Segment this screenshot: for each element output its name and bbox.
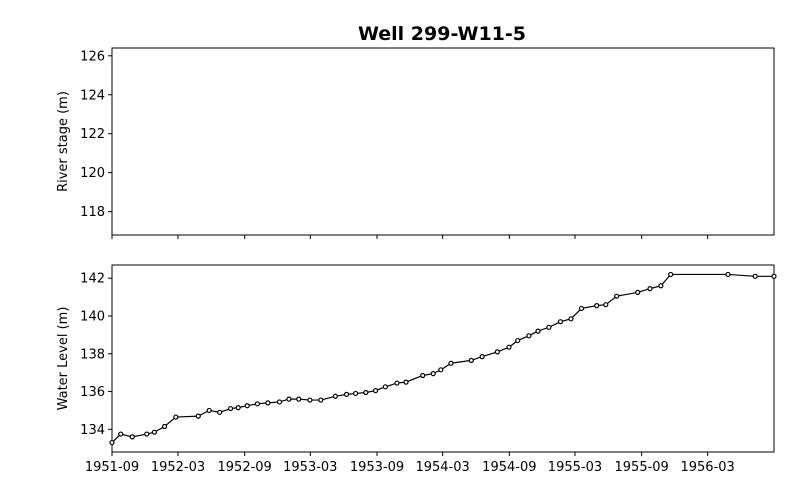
water-level-point: [557, 319, 564, 325]
xtick-label: 1956-03: [680, 460, 734, 475]
water-level-point: [382, 384, 388, 390]
water-level-point: [430, 371, 436, 377]
river-stage-ytick-label: 126: [80, 49, 105, 64]
water-level-point: [603, 302, 609, 308]
water-level-point: [771, 273, 777, 279]
river-stage-ytick-label: 120: [80, 166, 105, 181]
water-level-point: [725, 271, 731, 278]
water-level-point: [594, 303, 600, 309]
water-level-point: [109, 439, 115, 446]
water-level-point: [494, 349, 500, 355]
water-level-point: [668, 271, 674, 278]
water-level-point: [635, 289, 641, 295]
water-level-point: [438, 367, 444, 373]
xtick-label: 1955-03: [548, 460, 602, 475]
water-level-point: [515, 337, 521, 344]
water-level-point: [217, 409, 223, 415]
water-level-point: [479, 354, 485, 360]
water-level-point: [129, 434, 135, 440]
water-level-point: [568, 316, 574, 322]
water-level-point: [448, 360, 454, 366]
water-level-ytick-label: 134: [80, 423, 105, 438]
water-level-point: [468, 357, 474, 363]
water-level-point: [286, 396, 292, 402]
chart-title: Well 299-W11-5: [358, 23, 526, 45]
xtick-label: 1953-09: [350, 460, 404, 475]
water-level-point: [420, 372, 426, 379]
water-level-point: [353, 390, 359, 397]
water-level-ylabel: Water Level (m): [56, 307, 71, 411]
water-level-point: [151, 429, 158, 435]
xtick-label: 1952-03: [151, 460, 205, 475]
water-level-point: [343, 391, 350, 397]
water-level-point: [227, 405, 234, 412]
river-stage-panel: 118 120 122 124 126 River stage (m): [56, 47, 775, 239]
water-level-point: [535, 328, 541, 334]
water-level-point: [265, 400, 271, 406]
water-level-point: [658, 283, 664, 289]
river-stage-ylabel: River stage (m): [56, 91, 71, 192]
xtick-label: 1954-09: [482, 460, 536, 475]
water-level-point: [647, 286, 653, 292]
water-level-point: [752, 273, 758, 279]
water-level-point: [276, 399, 283, 405]
water-level-point: [206, 407, 212, 414]
water-level-point: [254, 401, 260, 407]
water-level-point: [546, 324, 552, 330]
water-level-point: [144, 431, 150, 437]
water-level-panel: 134 136 138 140 142 1951-09 1952-03 1952-09 195…: [56, 264, 777, 475]
xtick-label: 1954-03: [415, 460, 469, 475]
water-level-frame: [111, 264, 775, 453]
water-level-point: [173, 414, 179, 420]
water-level-point: [614, 293, 620, 299]
water-level-point: [307, 397, 313, 403]
water-level-point: [403, 379, 409, 385]
water-level-point: [578, 305, 585, 312]
water-level-ytick-label: 136: [80, 385, 105, 400]
water-level-point: [118, 431, 124, 437]
river-stage-ytick-label: 122: [80, 127, 105, 142]
xtick-label: 1955-09: [615, 460, 669, 475]
water-level-ytick-label: 140: [80, 310, 105, 325]
xtick-label: 1952-09: [218, 460, 272, 475]
water-level-point: [195, 413, 201, 419]
river-stage-ytick-label: 124: [80, 88, 105, 103]
water-level-point: [332, 393, 338, 399]
water-level-point: [506, 344, 512, 350]
river-stage-frame: [111, 47, 775, 236]
water-level-point: [394, 380, 400, 386]
water-level-ytick-label: 142: [80, 272, 105, 287]
xtick-label: 1951-09: [85, 460, 139, 475]
water-level-point: [363, 389, 369, 396]
water-level-point: [372, 388, 379, 394]
water-level-point: [235, 405, 241, 411]
water-level-line: [111, 273, 774, 443]
water-level-point: [296, 396, 302, 402]
water-level-point: [244, 403, 250, 409]
water-level-point: [318, 397, 324, 403]
water-level-point: [161, 423, 168, 430]
water-level-ytick-label: 138: [80, 347, 105, 362]
xtick-label: 1953-03: [283, 460, 337, 475]
water-level-point: [526, 333, 532, 339]
river-stage-ytick-label: 118: [80, 205, 105, 220]
